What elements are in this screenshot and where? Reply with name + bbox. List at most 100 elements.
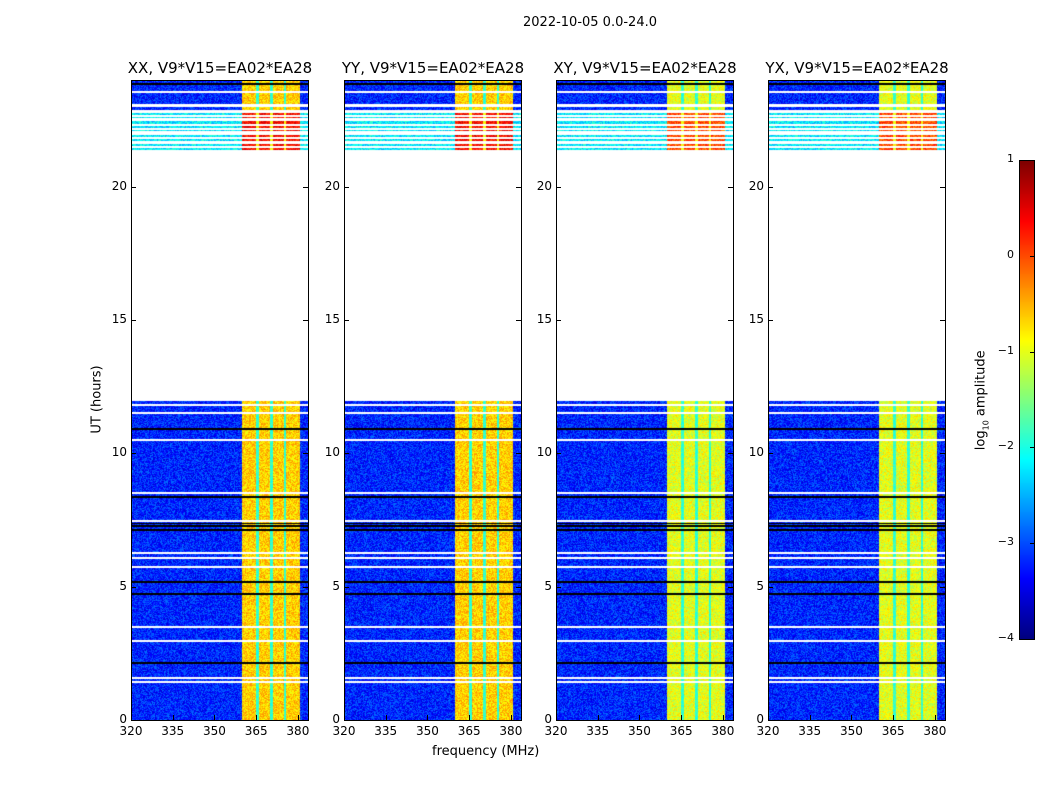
y-tick-label: 10 [324, 445, 340, 460]
heatmap-panel-0 [131, 80, 309, 721]
y-tick-mark [728, 186, 733, 188]
panel-title: XY, V9*V15=EA02*EA28 [553, 59, 737, 77]
y-tick-mark [131, 453, 136, 455]
y-tick-mark [344, 720, 349, 721]
x-tick-mark [809, 715, 811, 720]
y-tick-mark [516, 320, 521, 321]
y-tick-label: 15 [111, 312, 127, 326]
x-tick-label: 350 [415, 724, 439, 738]
y-tick-label: 10 [748, 445, 764, 460]
y-tick-mark [940, 453, 945, 455]
x-tick-label: 380 [286, 724, 310, 738]
x-tick-mark [597, 715, 599, 720]
y-tick-mark [516, 720, 521, 721]
y-tick-mark [768, 586, 773, 588]
y-tick-label: 5 [756, 578, 764, 593]
colorbar-label-text: amplitude [973, 350, 989, 421]
x-tick-mark [427, 715, 429, 720]
y-tick-label: 5 [119, 578, 127, 593]
y-tick-mark [131, 186, 136, 188]
y-tick-label: 0 [756, 712, 764, 726]
y-tick-mark [516, 453, 521, 455]
x-tick-label: 320 [332, 724, 356, 738]
y-tick-mark [344, 186, 349, 188]
y-tick-label: 5 [332, 578, 340, 593]
panel-title: YX, V9*V15=EA02*EA28 [765, 59, 949, 77]
x-tick-label: 365 [457, 724, 481, 738]
y-tick-label: 15 [748, 312, 764, 326]
colorbar-tick-mark [1030, 543, 1034, 545]
x-tick-label: 380 [499, 724, 523, 738]
panel-title: XX, V9*V15=EA02*EA28 [127, 59, 313, 77]
colorbar-tick-label: −2 [997, 439, 1014, 453]
x-tick-label: 335 [798, 724, 822, 738]
x-tick-mark [556, 715, 557, 720]
colorbar-label: log10 amplitude [974, 330, 991, 470]
y-tick-mark [344, 586, 349, 588]
y-tick-mark [131, 586, 136, 588]
y-tick-mark [728, 320, 733, 321]
heatmap-panel-2 [556, 80, 734, 721]
x-tick-mark [214, 715, 216, 720]
colorbar-gradient [1020, 161, 1034, 639]
y-tick-mark [728, 586, 733, 588]
x-tick-label: 320 [119, 724, 143, 738]
colorbar-tick-mark [1030, 160, 1034, 161]
y-tick-mark [344, 320, 349, 321]
y-tick-mark [940, 720, 945, 721]
y-tick-mark [768, 453, 773, 455]
y-tick-mark [516, 186, 521, 188]
x-tick-mark [681, 715, 683, 720]
y-tick-mark [728, 453, 733, 455]
x-tick-mark [851, 715, 853, 720]
y-axis-label: UT (hours) [89, 365, 105, 434]
heatmap-image [769, 81, 945, 720]
colorbar-tick-label: −4 [997, 631, 1014, 644]
y-tick-mark [131, 720, 136, 721]
x-tick-label: 335 [586, 724, 610, 738]
colorbar-label-base: 10 [981, 420, 991, 431]
y-tick-label: 0 [119, 712, 127, 726]
y-tick-label: 20 [536, 178, 552, 193]
x-tick-label: 365 [669, 724, 693, 738]
y-tick-label: 5 [544, 578, 552, 593]
x-tick-mark [256, 715, 258, 720]
y-tick-label: 0 [332, 712, 340, 726]
colorbar-tick-mark [1030, 447, 1034, 449]
y-tick-mark [728, 720, 733, 721]
y-tick-mark [303, 720, 308, 721]
x-tick-mark [722, 715, 724, 720]
x-tick-label: 380 [923, 724, 947, 738]
y-tick-mark [303, 320, 308, 321]
x-tick-mark [172, 715, 174, 720]
y-tick-mark [344, 453, 349, 455]
colorbar-tick-mark [1030, 639, 1034, 640]
heatmap-panel-3 [768, 80, 946, 721]
y-tick-mark [556, 586, 561, 588]
x-tick-mark [385, 715, 387, 720]
colorbar-tick-mark [1030, 351, 1034, 353]
y-tick-mark [556, 720, 561, 721]
heatmap-image [345, 81, 521, 720]
x-tick-mark [893, 715, 895, 720]
y-tick-label: 15 [324, 312, 340, 326]
colorbar-tick-mark [1030, 255, 1034, 257]
y-tick-label: 10 [111, 445, 127, 460]
colorbar-tick-label: −3 [997, 535, 1014, 549]
colorbar-label-log: log [973, 430, 989, 451]
x-tick-mark [934, 715, 936, 720]
colorbar [1019, 160, 1035, 640]
y-tick-mark [940, 186, 945, 188]
y-tick-label: 10 [536, 445, 552, 460]
y-tick-label: 0 [544, 712, 552, 726]
heatmap-panel-1 [344, 80, 522, 721]
x-tick-label: 335 [374, 724, 398, 738]
x-tick-mark [297, 715, 299, 720]
y-tick-label: 20 [324, 178, 340, 193]
y-tick-mark [768, 320, 773, 321]
x-tick-label: 335 [161, 724, 185, 738]
x-tick-label: 380 [711, 724, 735, 738]
y-tick-mark [768, 186, 773, 188]
x-tick-mark [344, 715, 345, 720]
